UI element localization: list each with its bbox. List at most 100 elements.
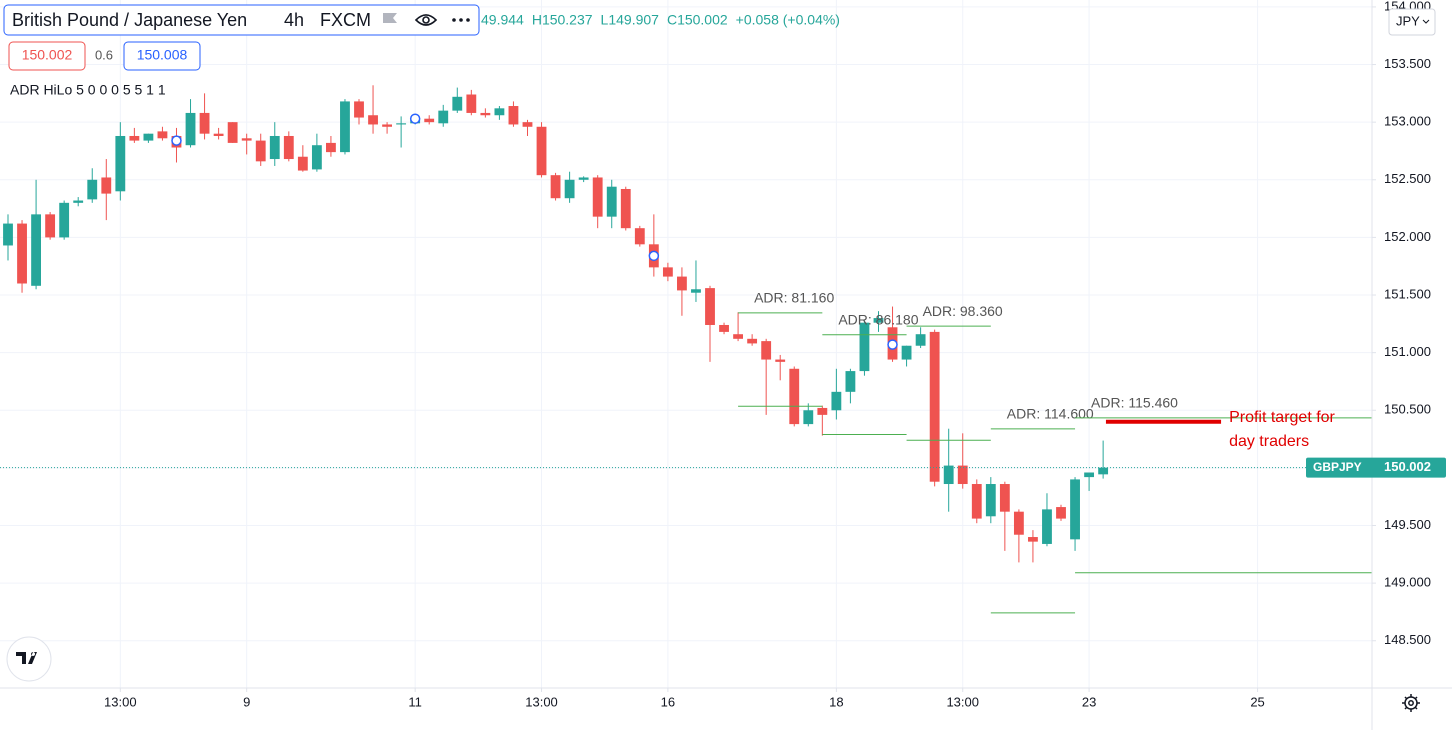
candle-body [550,175,561,199]
bid-box[interactable] [8,41,86,71]
eye-icon[interactable] [414,14,438,26]
candle-body [1056,507,1066,519]
signal-marker [887,339,898,350]
candle-body [761,341,772,360]
x-tick-label: 25 [1250,694,1264,709]
candle-body [971,484,982,519]
candle-body [199,112,210,134]
candle-body [677,276,687,291]
candle-body [45,214,56,238]
candle-body [620,188,631,229]
candle-body [227,122,238,143]
candle-body [999,484,1010,512]
flag-icon[interactable] [383,13,397,23]
candle-body [957,465,968,485]
grid [0,0,1372,688]
y-tick-label: 151.000 [1384,344,1431,359]
candle-body [354,101,364,118]
candle-body [101,177,112,194]
axes: 148.500149.000149.500150.000150.500151.0… [104,0,1446,709]
y-tick-label: 152.500 [1384,171,1431,186]
profit-target-text: day traders [1229,433,1309,450]
candle-body [705,288,715,325]
candle-body [522,122,533,127]
signal-marker [648,250,660,262]
last-price-box [1306,457,1446,478]
candle-body [747,338,758,344]
candle-body [59,202,70,238]
currency: JPY [1396,13,1420,28]
candle-body [87,179,98,200]
y-tick-label: 150.500 [1384,402,1431,417]
candle-body [508,106,519,125]
candle-body [943,465,954,485]
candle-body [185,112,196,146]
settings-gear[interactable] [1402,694,1420,712]
candle-body [592,177,603,217]
candle-body [480,112,491,116]
spread: 0.6 [95,47,113,62]
interval[interactable]: 4h [284,10,304,30]
adr-label: ADR: 98.360 [923,303,1003,319]
candle-body [789,368,800,425]
symbol-title: British Pound / Japanese Yen [12,10,247,30]
candle-body [845,371,856,392]
more-icon[interactable] [452,18,470,22]
x-tick-label: 11 [408,694,422,709]
last-price-symbol: GBPJPY [1313,460,1362,474]
candle-body [578,177,589,180]
candle-body [733,334,744,339]
candle-body [31,214,41,286]
indicator-label[interactable]: ADR HiLo 5 0 0 0 5 5 1 1 [10,82,166,98]
candle-body [438,110,449,124]
candle-body [424,118,435,123]
adr-label: ADR: 81.160 [754,290,834,306]
candle-body [1042,509,1052,544]
candle-body [73,200,84,203]
candle-body [3,223,13,246]
candle-body [311,145,322,170]
currency-select[interactable] [1388,8,1436,36]
candle-body [564,179,575,199]
chevron [1422,19,1430,24]
x-tick-label: 13:00 [946,694,979,709]
signal-marker [409,113,421,124]
symbol-box[interactable] [3,4,480,36]
candle-body [929,331,940,482]
candle-body [831,391,842,411]
legend-value: +0.058 (+0.04%) [736,12,840,28]
signal-marker [171,135,182,146]
candle-body [1098,467,1109,475]
candle-body [340,101,350,153]
candle-body [1070,479,1080,540]
candle-body [817,407,828,415]
candle-body [985,484,996,517]
candle-body [382,124,392,127]
candle-body [157,131,168,139]
x-tick-label: 9 [243,694,250,709]
y-tick-label: 148.500 [1384,632,1431,647]
profit-target-text: Profit target for [1229,409,1335,426]
x-tick-label: 23 [1082,694,1096,709]
candle-body [466,94,477,113]
candle-body [326,142,336,153]
candle-body [719,324,729,332]
candle-body [368,115,378,125]
bid-price: 150.002 [22,47,73,63]
candle-body [901,345,912,360]
tradingview-logo[interactable] [6,636,52,682]
candle-body [873,318,884,323]
y-tick-label: 149.000 [1384,575,1431,590]
exchange: FXCM [320,10,371,30]
legend-value: H150.237 [532,12,593,28]
candle-body [691,289,701,293]
candle-body [452,96,463,111]
ask-box[interactable] [123,41,201,71]
candle-body [803,410,814,425]
candle-body [297,156,308,171]
candle-body [1084,472,1095,478]
candle-body [115,135,126,192]
